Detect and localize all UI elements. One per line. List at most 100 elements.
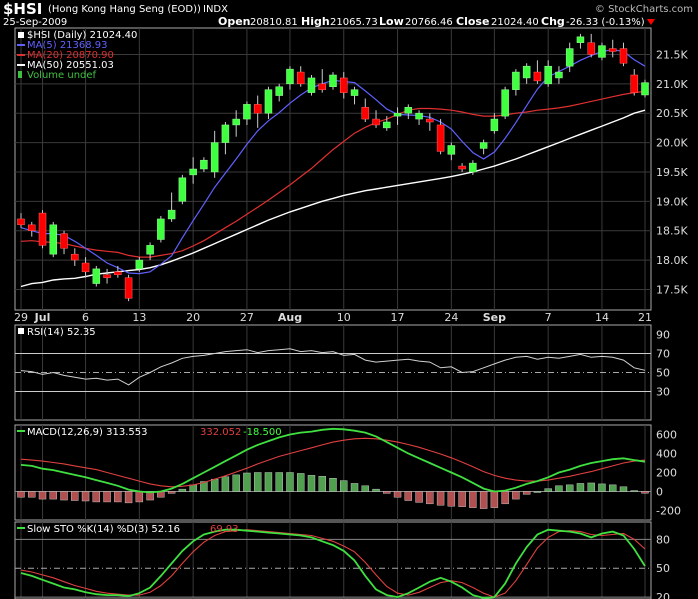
macd-line	[20, 427, 646, 494]
candle-body	[641, 82, 649, 96]
y-tick-label: 19.5K	[656, 166, 688, 179]
macd-histogram-bar	[619, 486, 628, 492]
stochastic-panel: 20 50 80 Slow STO %K(14) %D(3) 52.16 69.93	[15, 524, 670, 599]
macd-histogram-bar	[544, 488, 552, 492]
macd-histogram-bar	[479, 491, 488, 509]
ma20-line	[20, 90, 646, 258]
date-label: 25-Sep-2009	[3, 17, 67, 28]
sto-title: Slow STO %K(14) %D(3) 52.16	[27, 524, 180, 535]
candle-body	[71, 253, 79, 261]
chg-label: Chg	[541, 15, 565, 28]
macd-histogram-bar	[533, 491, 542, 493]
candle-body	[264, 89, 273, 114]
candle-body	[426, 118, 434, 123]
macd-histogram-bar	[609, 484, 617, 492]
macd-histogram-bar	[404, 491, 413, 501]
y-tick-label: 80	[656, 533, 670, 546]
candle-body	[361, 107, 370, 120]
candle-body	[243, 104, 251, 120]
candle-body	[458, 165, 466, 170]
y-tick-label: 400	[656, 448, 677, 461]
macd-hist-value: -18.500	[243, 427, 282, 438]
y-tick-label: 18.5K	[656, 225, 688, 238]
candle-body	[608, 48, 617, 52]
y-tick-label: 30	[656, 386, 670, 399]
candle-body	[522, 65, 531, 79]
macd-histogram-bar	[92, 491, 101, 503]
candle-body	[587, 42, 595, 55]
macd-histogram-bar	[307, 475, 316, 492]
macd-histogram-bar	[28, 491, 36, 498]
candle-body	[544, 65, 552, 85]
y-tick-label: 21.0K	[656, 78, 688, 91]
macd-histogram-bar	[393, 491, 402, 498]
open-label: Open	[218, 15, 251, 28]
down-arrow-icon	[647, 19, 655, 25]
candle-body	[81, 262, 90, 273]
panels-layer: 29 Jul 6 13 20 27 Aug 10 17 24 Sep 7 14 21	[14, 27, 652, 599]
x-tick-label: 14	[595, 311, 609, 324]
rsi-title: RSI(14) 52.35	[27, 327, 96, 338]
y-tick-label: 21.5K	[656, 48, 688, 61]
high-value: 21065.73	[330, 17, 378, 28]
y-tick-label: 0	[656, 486, 663, 499]
candle-body	[60, 233, 68, 249]
macd-histogram-bar	[178, 488, 187, 492]
y-tick-label: 50	[656, 367, 670, 380]
candle-body	[232, 118, 240, 126]
macd-histogram-bar	[361, 485, 369, 492]
macd-histogram-bar	[415, 491, 423, 503]
high-label: High	[301, 15, 330, 28]
legend-swatch	[18, 328, 24, 334]
macd-histogram-bar	[114, 491, 122, 503]
y-tick-label: 17.5K	[656, 283, 688, 296]
macd-histogram-bar	[275, 472, 283, 492]
candle-body	[598, 45, 606, 58]
candle-body	[555, 71, 563, 79]
macd-histogram-bar	[232, 474, 240, 492]
candle-body	[404, 107, 413, 114]
x-tick-label: 27	[240, 311, 254, 324]
macd-histogram-bar	[340, 480, 348, 492]
x-tick-label: 29	[14, 311, 28, 324]
macd-histogram-bar	[458, 491, 466, 507]
macd-histogram-bar	[565, 484, 574, 492]
macd-histogram-bar	[49, 491, 57, 500]
y-tick-label: 600	[656, 429, 677, 442]
candle-body	[167, 209, 176, 220]
candle-body	[447, 145, 456, 155]
macd-histogram-bar	[210, 478, 219, 492]
macd-histogram-bar	[436, 491, 445, 506]
macd-histogram-bar	[555, 485, 563, 492]
candle-body	[189, 168, 197, 176]
candle-body	[286, 68, 294, 85]
candle-body	[253, 104, 262, 114]
y-tick-label: -200	[656, 505, 681, 518]
sto-d-line	[20, 529, 646, 598]
candle-body	[501, 89, 509, 117]
x-tick-label: 21	[638, 311, 652, 324]
candle-body	[200, 159, 208, 170]
macd-histogram-bar	[372, 488, 380, 492]
x-tick-label: 7	[545, 311, 552, 324]
y-tick-label: 18.0K	[656, 254, 688, 267]
y-tick-label: 90	[656, 329, 670, 342]
macd-histogram-bar	[469, 491, 477, 508]
macd-histogram-bar	[286, 472, 294, 492]
y-tick-label: 70	[656, 348, 670, 361]
candle-body	[17, 218, 25, 226]
watermark: © StockCharts.com	[595, 4, 693, 15]
panel-frame-macd	[14, 424, 652, 521]
x-tick-label: 20	[186, 311, 200, 324]
legend-label: Volume undef	[27, 70, 97, 81]
macd-histogram-bar	[426, 491, 434, 505]
candle-body	[49, 224, 58, 255]
candle-body	[92, 268, 101, 284]
candle-body	[512, 71, 520, 90]
macd-histogram-bar	[243, 472, 251, 492]
sto-k-line	[20, 528, 646, 599]
candle-body	[178, 177, 187, 202]
x-tick-label: 13	[132, 311, 146, 324]
macd-histogram-bar	[124, 491, 133, 504]
candle-body	[340, 77, 348, 93]
